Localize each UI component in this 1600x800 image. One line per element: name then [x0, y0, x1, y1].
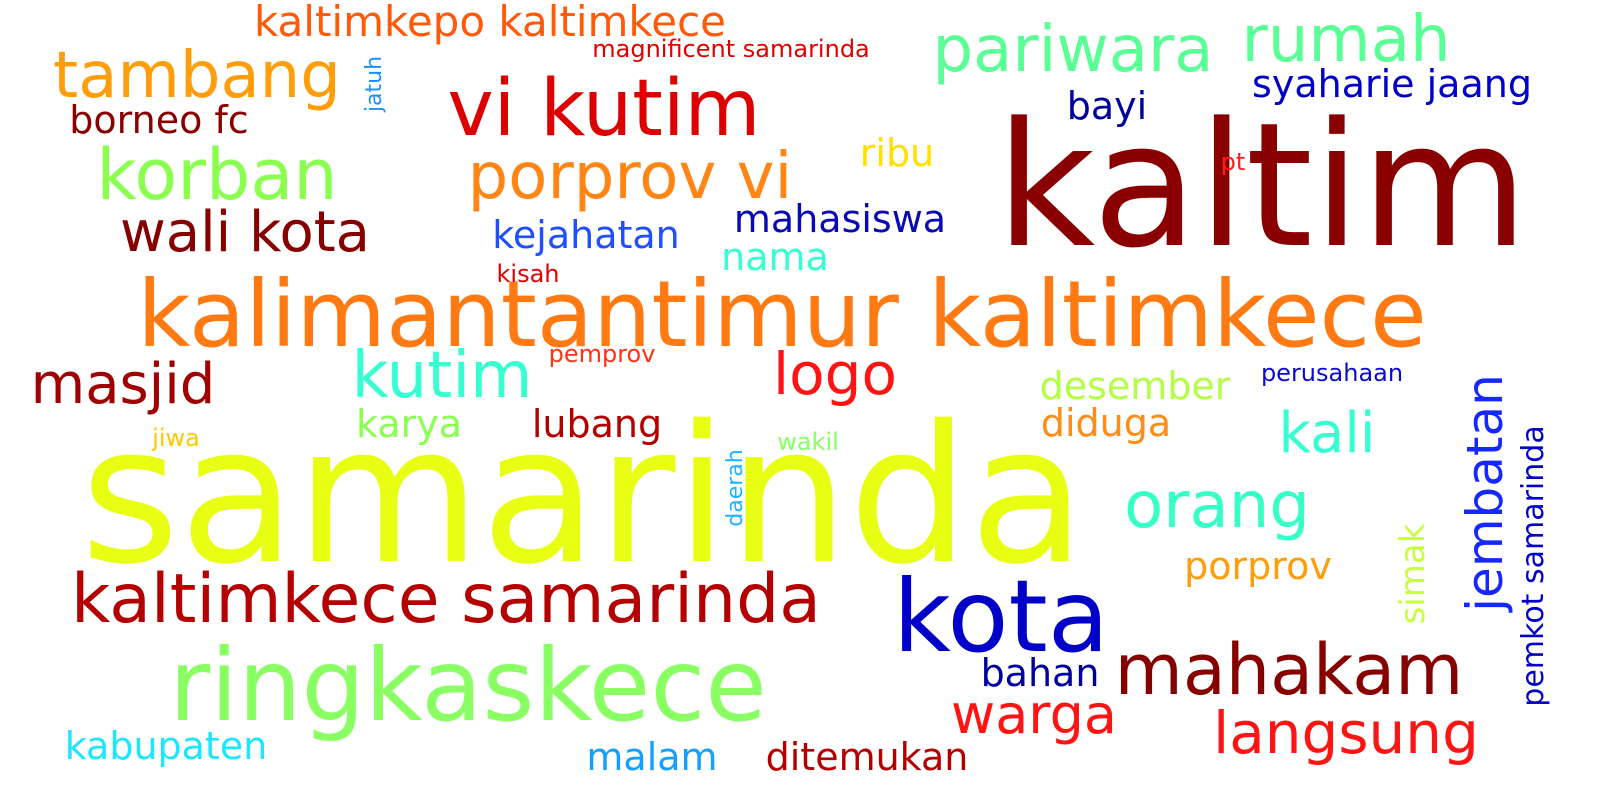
word-kaltimkepo-kaltimkece: kaltimkepo kaltimkece [253, 0, 727, 46]
word-kejahatan: kejahatan [492, 213, 680, 257]
word-pemkot-samarinda: pemkot samarinda [1516, 425, 1551, 707]
word-rumah: rumah [1241, 3, 1451, 77]
word-nama: nama [721, 235, 829, 279]
word-borneo-fc: borneo fc [69, 98, 249, 142]
word-wali-kota: wali kota [119, 200, 371, 265]
word-logo: logo [773, 340, 897, 408]
word-langsung: langsung [1213, 699, 1479, 767]
word-kabupaten: kabupaten [64, 724, 268, 768]
word-diduga: diduga [1040, 401, 1172, 445]
word-magnificent-samarinda: magnificent samarinda [592, 35, 870, 63]
word-kisah: kisah [496, 260, 560, 288]
word-kaltimkece-samarinda: kaltimkece samarinda [71, 560, 821, 639]
word-syaharie-jaang: syaharie jaang [1252, 62, 1532, 106]
word-mahakam: mahakam [1114, 629, 1464, 711]
word-simak: simak [1393, 523, 1433, 625]
word-vi-kutim: vi kutim [447, 64, 761, 154]
word-kalimantantimur-kaltimkece: kalimantantimur kaltimkece [137, 261, 1427, 368]
word-kaltim: kaltim [995, 85, 1529, 286]
word-jiwa: jiwa [152, 424, 200, 452]
word-kota: kota [892, 558, 1110, 675]
word-kali: kali [1278, 401, 1376, 466]
word-ribu: ribu [859, 131, 935, 175]
word-pariwara: pariwara [932, 13, 1214, 87]
word-porprov: porprov [1184, 544, 1332, 588]
word-tambang: tambang [53, 39, 341, 113]
word-ringkaskece: ringkaskece [169, 627, 767, 744]
word-malam: malam [586, 735, 718, 779]
word-jatuh: jatuh [362, 55, 387, 113]
word-samarinda: samarinda [80, 385, 1086, 606]
word-desember: desember [1039, 364, 1231, 408]
word-orang: orang [1124, 469, 1310, 543]
word-karya: karya [355, 402, 463, 446]
word-porprov-vi: porprov vi [467, 140, 793, 214]
word-daerah: daerah [723, 449, 748, 527]
word-wakil: wakil [777, 428, 839, 456]
word-pt: pt [1220, 148, 1246, 176]
word-kutim: kutim [351, 339, 533, 413]
word-bayi: bayi [1066, 84, 1148, 128]
word-korban: korban [96, 134, 338, 216]
word-mahasiswa: mahasiswa [733, 197, 947, 241]
word-perusahaan: perusahaan [1260, 359, 1404, 387]
word-jembatan: jembatan [1456, 374, 1514, 612]
word-bahan: bahan [980, 651, 1100, 695]
word-lubang: lubang [531, 402, 663, 446]
word-pemprov: pemprov [548, 340, 656, 368]
word-ditemukan: ditemukan [765, 735, 969, 779]
word-masjid: masjid [30, 352, 216, 417]
word-warga: warga [951, 683, 1117, 746]
